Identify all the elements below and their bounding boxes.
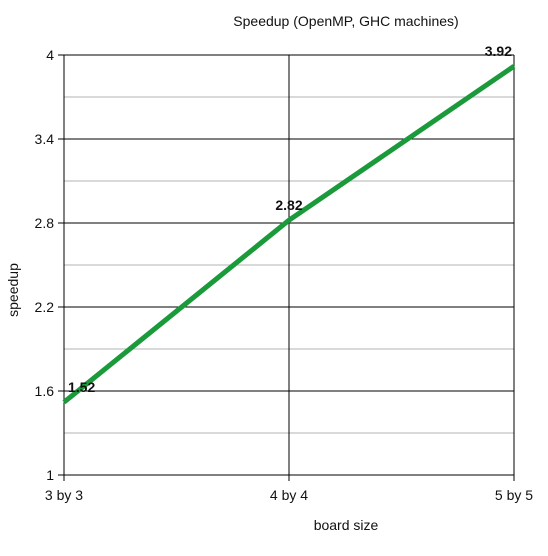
grid (63, 54, 515, 476)
data-point (63, 401, 65, 403)
x-tick-label: 5 by 5 (495, 487, 533, 503)
series-layer (62, 64, 516, 405)
data-label: 3.92 (485, 43, 512, 59)
y-tick-label: 3.4 (35, 131, 55, 147)
data-point (513, 65, 515, 67)
data-labels: 1.52 2.82 3.92 (68, 43, 512, 395)
chart-title: Speedup (OpenMP, GHC machines) (233, 13, 458, 29)
x-axis-title: board size (314, 517, 379, 533)
y-tick-label: 2.2 (35, 299, 55, 315)
data-point (288, 219, 290, 221)
y-axis-title: speedup (5, 263, 21, 317)
y-tick-label: 2.8 (35, 215, 55, 231)
x-tick-label: 3 by 3 (45, 487, 83, 503)
tick-labels: 1 1.6 2.2 2.8 3.4 4 3 by 3 4 by 4 5 by 5 (35, 47, 534, 503)
axes (58, 54, 515, 481)
y-tick-label: 1.6 (35, 383, 55, 399)
x-tick-label: 4 by 4 (270, 487, 308, 503)
y-tick-label: 1 (46, 467, 54, 483)
data-label: 1.52 (68, 379, 95, 395)
y-tick-label: 4 (46, 47, 54, 63)
data-label: 2.82 (275, 197, 302, 213)
